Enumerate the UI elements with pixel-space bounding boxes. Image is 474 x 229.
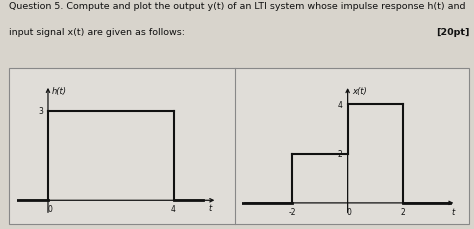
Text: h(t): h(t) (52, 87, 67, 96)
Text: Question 5. Compute and plot the output y(t) of an LTI system whose impulse resp: Question 5. Compute and plot the output … (9, 2, 466, 11)
Text: [20pt]: [20pt] (436, 27, 469, 36)
Text: x(t): x(t) (352, 87, 366, 96)
Text: 4: 4 (171, 204, 176, 213)
Text: 2: 2 (401, 207, 406, 216)
Text: 0: 0 (47, 204, 52, 213)
Text: 3: 3 (38, 107, 43, 116)
Text: t: t (452, 207, 455, 216)
Text: 2: 2 (337, 150, 342, 158)
Text: input signal x(t) are given as follows:: input signal x(t) are given as follows: (9, 27, 185, 36)
Text: t: t (208, 203, 211, 212)
Text: -2: -2 (288, 207, 296, 216)
Text: 0: 0 (346, 207, 351, 216)
Text: 4: 4 (337, 101, 342, 109)
